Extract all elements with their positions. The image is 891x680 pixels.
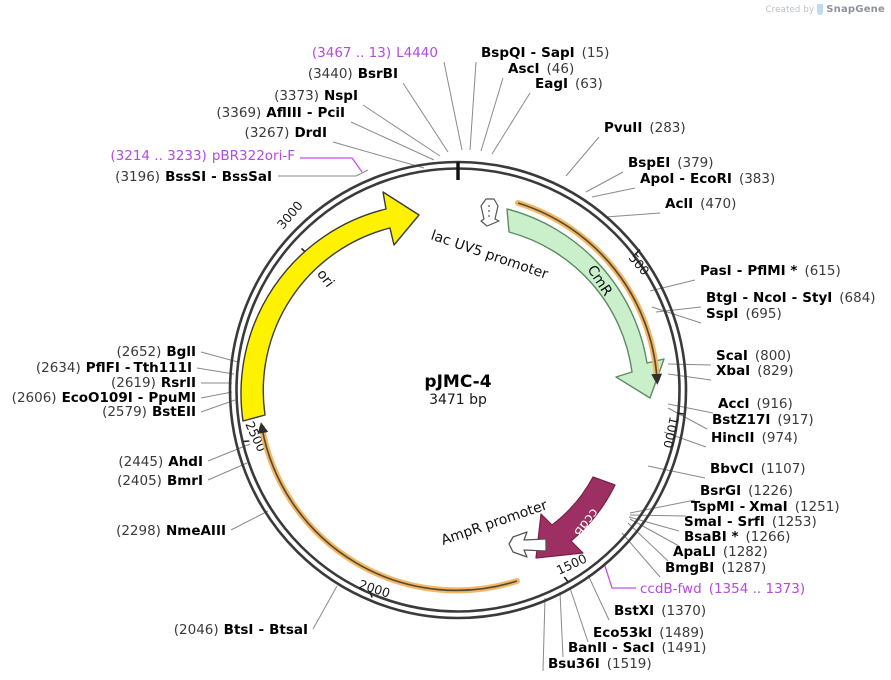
snapgene-watermark: Created by SnapGene (765, 4, 885, 15)
feature-cmr[interactable]: CmR (506, 208, 665, 399)
plasmid-name: pJMC-4 (424, 372, 491, 392)
site-label-bspei[interactable]: BspEI (379) (628, 155, 714, 171)
site-label-bstei[interactable]: (2579) BstEII (102, 404, 196, 420)
site-label-bsabi[interactable]: BsaBI * (1266) (684, 529, 790, 545)
site-label-ccdbfwd[interactable]: ccdB-fwd (1354 .. 1373) (640, 581, 805, 597)
site-label-bspqi[interactable]: BspQI - SapI (15) (481, 45, 609, 61)
feature-label-ori: ori (313, 267, 337, 291)
site-label-nspi[interactable]: (3373) NspI (274, 88, 358, 104)
ruler-tick-1000: 1000 (660, 412, 684, 450)
site-label-bmgbi[interactable]: BmgBI (1287) (665, 560, 766, 576)
site-label-scai[interactable]: ScaI (800) (716, 348, 791, 364)
site-label-l4440[interactable]: (3467 .. 13) L4440 (312, 45, 438, 61)
site-label-bsssi[interactable]: (3196) BssSI - BssSaI (115, 169, 272, 185)
site-label-drdi[interactable]: (3267) DrdI (245, 125, 327, 141)
site-label-bbvci[interactable]: BbvCI (1107) (710, 461, 806, 477)
ruler-tick-label: 500 (626, 250, 653, 278)
site-label-pvuii[interactable]: PvuII (283) (604, 120, 686, 136)
site-label-bmri[interactable]: (2405) BmrI (117, 473, 203, 489)
site-label-apali[interactable]: ApaLI (1282) (673, 544, 768, 560)
site-label-ahdi[interactable]: (2445) AhdI (118, 454, 203, 470)
watermark-prefix: Created by (765, 4, 815, 15)
plasmid-size: 3471 bp (429, 392, 487, 408)
site-label-apoi[interactable]: ApoI - EcoRI (383) (640, 171, 775, 187)
site-label-aflIII[interactable]: (3369) AflIII - PciI (216, 105, 345, 121)
ruler-tick-label: 3000 (274, 198, 306, 232)
site-label-bsu36i[interactable]: Bsu36I (1519) (548, 656, 652, 672)
site-label-hincii[interactable]: HincII (974) (711, 430, 798, 446)
feature-ori[interactable]: ori (240, 191, 420, 422)
site-label-xbai[interactable]: XbaI (829) (716, 363, 794, 379)
site-label-ecoo109i[interactable]: (2606) EcoO109I - PpuMI (12, 390, 196, 406)
site-label-bstz17i[interactable]: BstZ17I (917) (712, 412, 814, 428)
site-label-acli[interactable]: AclI (470) (665, 196, 736, 212)
leader-lines (196, 61, 714, 672)
ruler-tick-label: 1000 (660, 415, 681, 449)
site-label-asci[interactable]: AscI (46) (508, 61, 574, 77)
site-label-bsrbi[interactable]: (3440) BsrBI (308, 66, 398, 82)
snapgene-leaf-icon (817, 4, 824, 15)
site-label-eco53ki[interactable]: Eco53kI (1489) (593, 625, 704, 641)
site-label-bstxi[interactable]: BstXI (1370) (614, 603, 706, 619)
site-label-pasi[interactable]: PasI - PflMI * (615) (700, 263, 841, 279)
feature-lac-uv5-promoter[interactable]: lac UV5 promoter (429, 198, 551, 283)
site-label-bsrgi[interactable]: BsrGI (1226) (700, 483, 793, 499)
site-label-layer: (3467 .. 13) L4440(3440) BsrBI(3373) NspI(3… (12, 45, 876, 672)
site-label-btsi[interactable]: (2046) BtsI - BtsaI (174, 622, 308, 638)
orange-arc-top (515, 200, 663, 385)
site-label-banii[interactable]: BanII - SacI (1491) (568, 640, 706, 656)
watermark-brand: SnapGene (826, 4, 885, 15)
site-label-tspmi[interactable]: TspMI - XmaI (1251) (691, 499, 840, 515)
site-label-acci[interactable]: AccI (916) (718, 396, 793, 412)
site-label-pflfi[interactable]: (2634) PflFI - Tth111I (36, 360, 192, 376)
site-label-sspi[interactable]: SspI (695) (706, 306, 782, 322)
feature-ccdb[interactable]: ccdB (535, 476, 616, 559)
site-label-pbr322[interactable]: (3214 .. 3233) pBR322ori-F (110, 148, 295, 164)
feature-ampr-promoter[interactable]: AmpR promoter (439, 497, 550, 558)
site-label-smai[interactable]: SmaI - SrfI (1253) (684, 514, 817, 530)
orange-arc-bottom (257, 422, 520, 594)
site-label-bgli[interactable]: (2652) BglI (117, 344, 197, 360)
ruler-tick-500: 500 (626, 249, 653, 278)
site-label-rsrii[interactable]: (2619) RsrII (111, 375, 196, 391)
site-label-btgi[interactable]: BtgI - NcoI - StyI (684) (706, 290, 876, 306)
site-label-eagi[interactable]: EagI (63) (535, 76, 603, 92)
site-label-nmeaiii[interactable]: (2298) NmeAIII (116, 523, 226, 539)
